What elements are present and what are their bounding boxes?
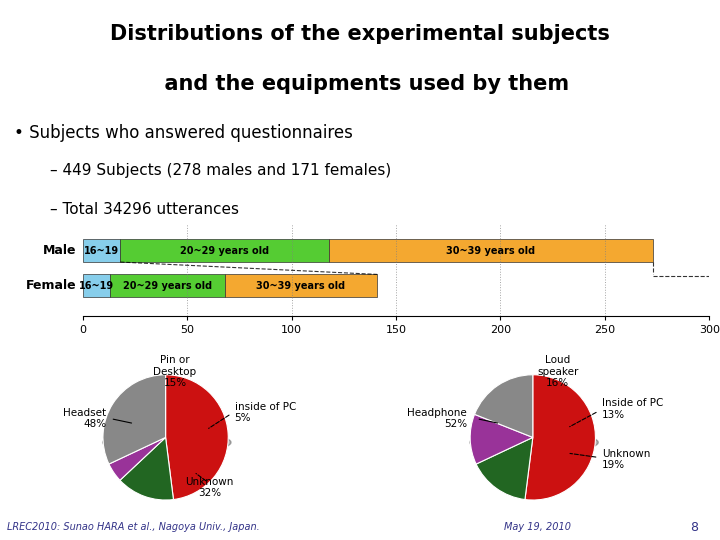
- Bar: [120, 239, 329, 262]
- Text: 20~29 years old: 20~29 years old: [123, 281, 212, 291]
- Ellipse shape: [103, 431, 231, 454]
- Wedge shape: [166, 375, 228, 500]
- Text: Headset
48%: Headset 48%: [63, 408, 106, 429]
- Text: 16~19: 16~19: [78, 281, 114, 291]
- Text: May 19, 2010: May 19, 2010: [504, 522, 571, 532]
- Text: – 449 Subjects (278 males and 171 females): – 449 Subjects (278 males and 171 female…: [50, 163, 392, 178]
- Wedge shape: [525, 375, 595, 500]
- Text: LREC2010: Sunao HARA et al., Nagoya Univ., Japan.: LREC2010: Sunao HARA et al., Nagoya Univ…: [7, 522, 260, 532]
- Text: 30~39 years old: 30~39 years old: [446, 246, 536, 255]
- Text: Inside of PC
13%: Inside of PC 13%: [602, 399, 663, 420]
- Text: inside of PC
5%: inside of PC 5%: [235, 402, 296, 423]
- Text: 8: 8: [690, 521, 698, 534]
- Bar: [83, 274, 110, 298]
- Bar: [329, 239, 653, 262]
- Text: – Total 34296 utterances: – Total 34296 utterances: [50, 201, 239, 217]
- Text: Pin or
Desktop
15%: Pin or Desktop 15%: [153, 355, 197, 388]
- Text: 30~39 years old: 30~39 years old: [256, 281, 346, 291]
- Text: Unknown
19%: Unknown 19%: [602, 449, 650, 470]
- Wedge shape: [103, 375, 166, 464]
- Text: and the equipments used by them: and the equipments used by them: [150, 73, 570, 93]
- Text: Headphone
52%: Headphone 52%: [408, 408, 467, 429]
- Wedge shape: [109, 437, 166, 480]
- Text: 20~29 years old: 20~29 years old: [180, 246, 269, 255]
- Text: Loudspeaker / headphone: Loudspeaker / headphone: [437, 336, 679, 355]
- Wedge shape: [470, 414, 533, 464]
- Ellipse shape: [470, 431, 598, 454]
- Bar: [225, 274, 377, 298]
- Wedge shape: [476, 437, 533, 500]
- Wedge shape: [474, 375, 533, 437]
- Bar: [83, 239, 120, 262]
- Text: • Subjects who answered questionnaires: • Subjects who answered questionnaires: [14, 124, 354, 141]
- Bar: [110, 274, 225, 298]
- Text: 16~19: 16~19: [84, 246, 119, 255]
- Text: Microphone: Microphone: [101, 336, 220, 355]
- Text: Loud
speaker
16%: Loud speaker 16%: [537, 355, 579, 388]
- Text: Female: Female: [26, 279, 76, 292]
- Wedge shape: [120, 437, 174, 500]
- Text: Male: Male: [43, 244, 76, 257]
- Text: Unknown
32%: Unknown 32%: [185, 477, 233, 498]
- Text: Distributions of the experimental subjects: Distributions of the experimental subjec…: [110, 24, 610, 44]
